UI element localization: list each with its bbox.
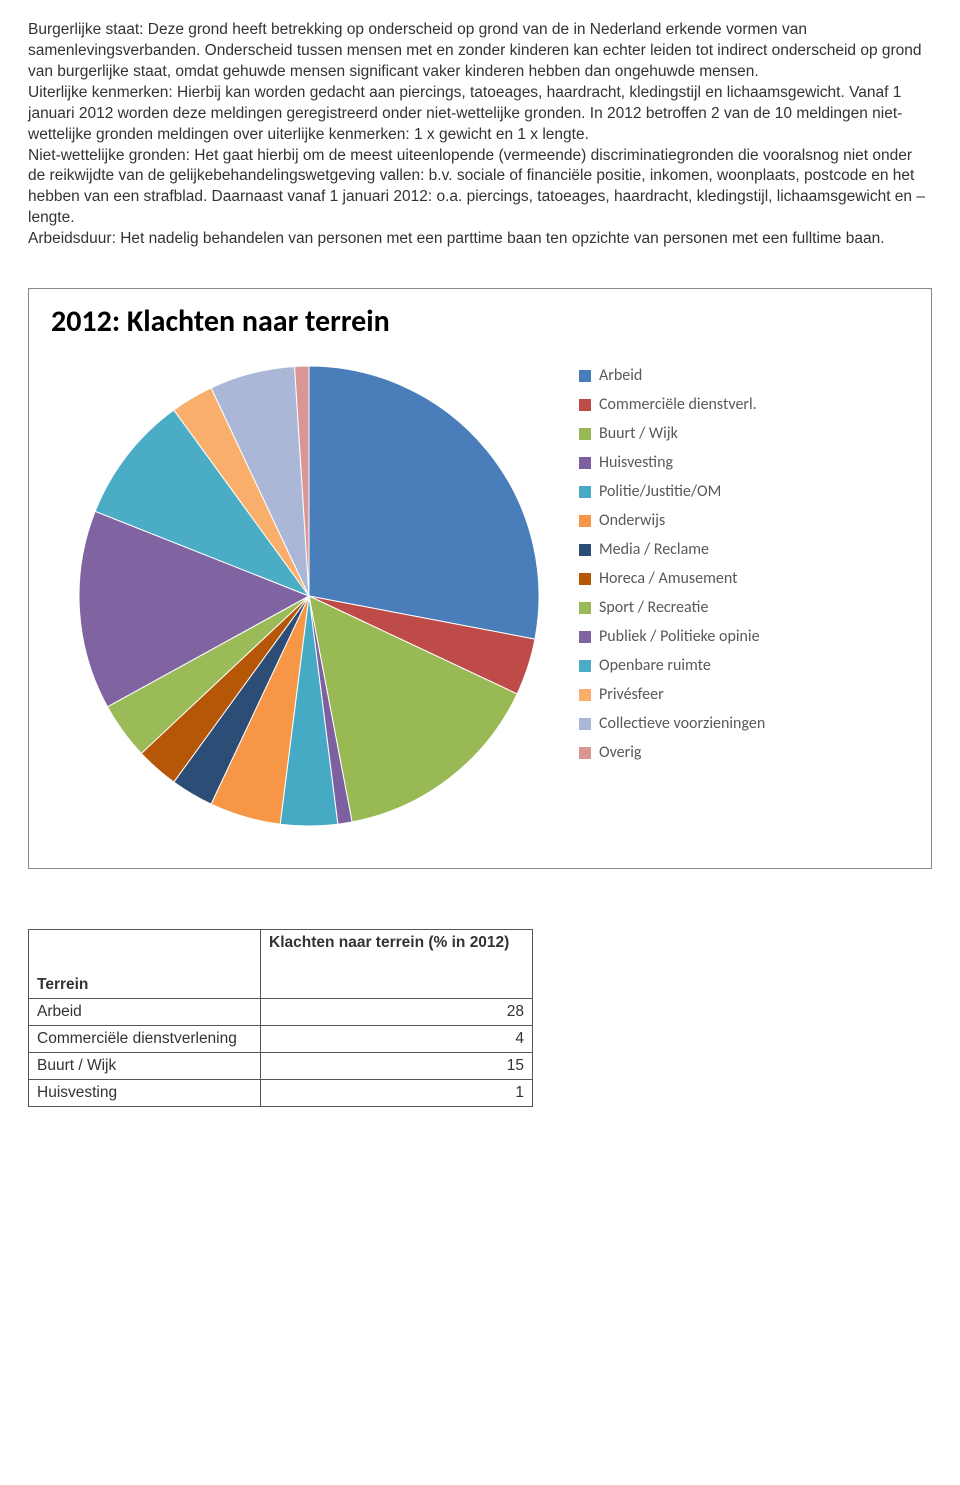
table-header-terrein: Terrein — [29, 930, 261, 999]
legend-label: Publiek / Politieke opinie — [599, 627, 760, 646]
table-cell-label: Buurt / Wijk — [29, 1053, 261, 1080]
legend-item: Politie/Justitie/OM — [579, 482, 765, 501]
legend-item: Arbeid — [579, 366, 765, 385]
pie-chart-container: 2012: Klachten naar terrein Arbeid Commer… — [28, 288, 932, 869]
legend-item: Privésfeer — [579, 685, 765, 704]
legend-item: Horeca / Amusement — [579, 569, 765, 588]
legend-swatch — [579, 544, 591, 556]
para1-rest: Deze grond heeft betrekking op ondersche… — [28, 21, 922, 80]
legend-swatch — [579, 631, 591, 643]
legend-label: Media / Reclame — [599, 540, 709, 559]
table-cell-value: 4 — [261, 1026, 533, 1053]
para3-label: Niet-wettelijke gronden: — [28, 147, 190, 164]
legend-label: Politie/Justitie/OM — [599, 482, 721, 501]
legend-label: Openbare ruimte — [599, 656, 711, 675]
table-row: Buurt / Wijk15 — [29, 1053, 533, 1080]
legend-swatch — [579, 370, 591, 382]
legend-label: Privésfeer — [599, 685, 664, 704]
para2-label: Uiterlijke kenmerken: — [28, 84, 173, 101]
legend-swatch — [579, 515, 591, 527]
legend-label: Sport / Recreatie — [599, 598, 708, 617]
data-table: Terrein Klachten naar terrein (% in 2012… — [28, 929, 533, 1107]
para4-rest: Het nadelig behandelen van personen met … — [116, 230, 885, 247]
table-cell-value: 15 — [261, 1053, 533, 1080]
table-cell-label: Arbeid — [29, 999, 261, 1026]
legend-swatch — [579, 428, 591, 440]
chart-body: Arbeid Commerciële dienstverl. Buurt / Wij… — [29, 346, 931, 868]
page: Burgerlijke staat: Deze grond heeft betr… — [0, 0, 960, 1127]
legend-item: Media / Reclame — [579, 540, 765, 559]
legend-label: Horeca / Amusement — [599, 569, 737, 588]
th-terrein-label: Terrein — [37, 976, 88, 994]
table-cell-value: 1 — [261, 1080, 533, 1107]
table-header-value: Klachten naar terrein (% in 2012) — [261, 930, 533, 999]
legend-item: Buurt / Wijk — [579, 424, 765, 443]
legend-swatch — [579, 689, 591, 701]
legend-item: Sport / Recreatie — [579, 598, 765, 617]
table-row: Huisvesting1 — [29, 1080, 533, 1107]
legend-label: Collectieve voorzieningen — [599, 714, 765, 733]
legend-item: Huisvesting — [579, 453, 765, 472]
legend-swatch — [579, 573, 591, 585]
table-header-row: Terrein Klachten naar terrein (% in 2012… — [29, 930, 533, 999]
legend-item: Collectieve voorzieningen — [579, 714, 765, 733]
legend-swatch — [579, 602, 591, 614]
legend-swatch — [579, 747, 591, 759]
table-row: Commerciële dienstverlening4 — [29, 1026, 533, 1053]
legend-label: Overig — [599, 743, 641, 762]
legend-item: Overig — [579, 743, 765, 762]
legend-label: Buurt / Wijk — [599, 424, 678, 443]
legend-item: Onderwijs — [579, 511, 765, 530]
legend-label: Huisvesting — [599, 453, 673, 472]
pie-slice — [309, 366, 539, 639]
body-text-block: Burgerlijke staat: Deze grond heeft betr… — [28, 20, 932, 250]
pie-chart-svg — [39, 346, 579, 846]
table-cell-value: 28 — [261, 999, 533, 1026]
chart-title: 2012: Klachten naar terrein — [29, 289, 931, 346]
table-cell-label: Commerciële dienstverlening — [29, 1026, 261, 1053]
legend-label: Onderwijs — [599, 511, 665, 530]
legend-item: Publiek / Politieke opinie — [579, 627, 765, 646]
legend-swatch — [579, 486, 591, 498]
legend-swatch — [579, 457, 591, 469]
legend-swatch — [579, 718, 591, 730]
legend-label: Commerciële dienstverl. — [599, 395, 757, 414]
chart-legend: Arbeid Commerciële dienstverl. Buurt / Wij… — [579, 346, 765, 762]
para4-label: Arbeidsduur: — [28, 230, 116, 247]
legend-swatch — [579, 399, 591, 411]
para1-label: Burgerlijke staat: — [28, 21, 143, 38]
legend-label: Arbeid — [599, 366, 642, 385]
legend-swatch — [579, 660, 591, 672]
legend-item: Commerciële dienstverl. — [579, 395, 765, 414]
table-cell-label: Huisvesting — [29, 1080, 261, 1107]
legend-item: Openbare ruimte — [579, 656, 765, 675]
table-row: Arbeid28 — [29, 999, 533, 1026]
pie-holder — [39, 346, 579, 846]
